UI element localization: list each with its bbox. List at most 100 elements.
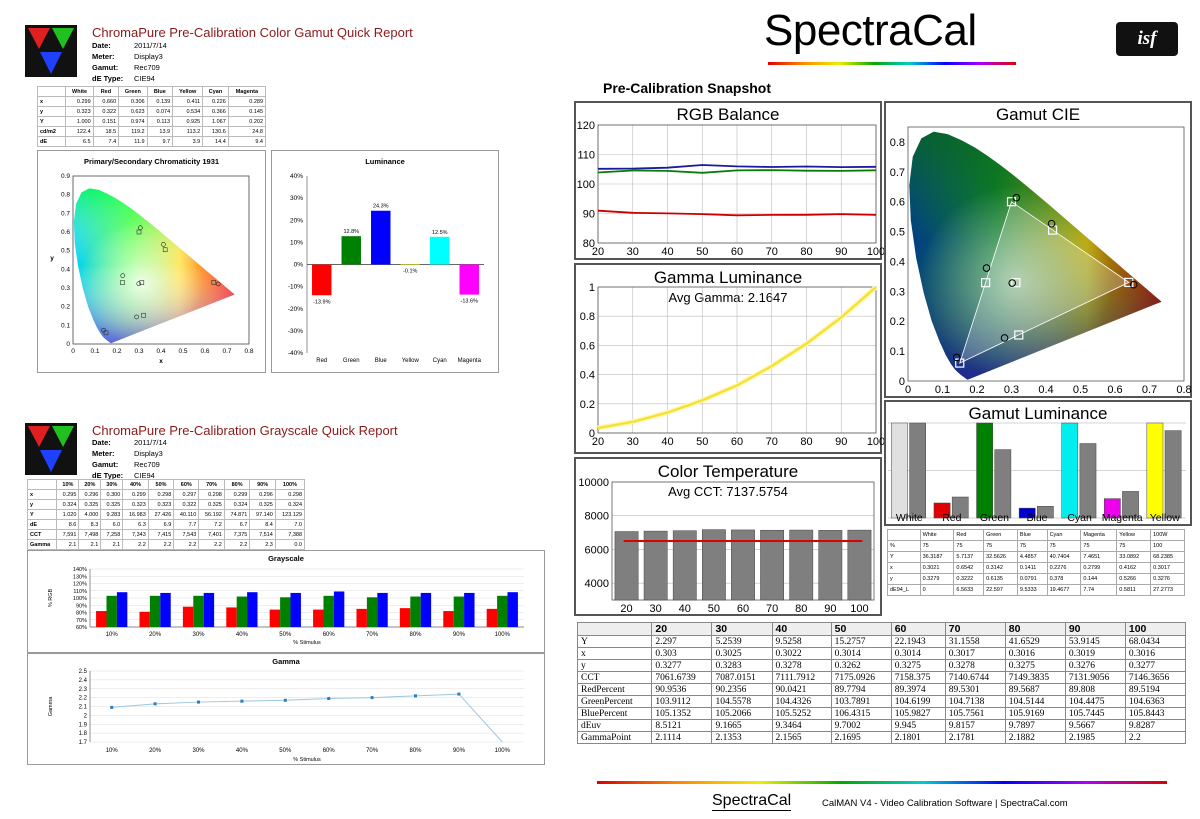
bar [139,611,150,627]
meta-key: Date: [92,41,111,50]
table-cell: 123.129 [274,509,306,520]
measured-point [1129,280,1138,289]
series-line [597,169,877,174]
header-cell: 90% [249,479,276,490]
table-cell: 0.295 [56,489,80,500]
x-tick-label: 50 [696,436,708,448]
table-row: dE 6.5 7.4 11.9 9.7 3.9 14.4 9.4 [36,136,267,147]
meta-key: Gamut: [92,63,119,72]
table-cell: 15.2757 [830,635,892,648]
footer-rule [597,781,1167,784]
x-tick-label: 70 [766,436,778,448]
header-cell: 80 [1004,622,1066,636]
table-cell: 0.3017 [944,647,1006,660]
x-tick-label: 40% [236,748,249,754]
gamma-point [240,699,244,703]
table-cell: 74.871 [223,509,251,520]
header-cell: 70 [944,622,1006,636]
gamut-cie-panel: Gamut CIE 0 0.1 0.2 0.3 0.4 0.5 0.6 0.7 0.8 0.8 0.… [884,101,1192,398]
measured-bar [1037,506,1054,519]
header-row: 10% 20% 30% 40% 50% 60% 70% 80% 90% 100% [26,479,306,490]
y-tick-label: 0.8 [61,192,70,199]
table-cell: 2.2 [122,539,149,550]
table-cell: 122.4 [65,126,94,137]
table-cell: 0.226 [202,96,229,107]
measured-point [1047,219,1056,228]
y-tick-label: 90% [76,603,87,609]
gamut-luminance-panel: Gamut Luminance White Red Green Blue Cyan Mag… [884,400,1192,526]
meta-row: Gamut: Rec709 [92,459,167,470]
table-cell: 7,343 [122,529,149,540]
table-cell: 90.2356 [711,683,773,696]
table-cell: 9.945 [890,719,946,732]
table-cell: 0.298 [274,489,306,500]
x-tick-label: 70% [366,632,379,638]
header-cell: Red [92,86,120,97]
target-point [981,278,991,288]
table-cell: 3.9 [172,136,204,147]
table-cell: 0.366 [202,106,229,117]
y-tick-label: 0% [294,262,304,269]
table-cell: 0.3017 [1150,562,1185,574]
table-cell: 104.4475 [1064,695,1126,708]
gamut-report-title: ChromaPure Pre-Calibration Color Gamut Q… [92,25,413,40]
table-cell: 2.2 [223,539,251,550]
gamma-title: Gamma [272,657,300,666]
x-tick-label: 0.4 [156,348,165,355]
x-tick-label: 50 [708,603,720,615]
header-cell: 50% [147,479,175,490]
x-tick-label: Magenta [458,358,482,364]
y-tick-label: 10% [290,239,303,246]
y-tick-label: 0.4 [890,256,905,268]
table-cell: 56.192 [198,509,225,520]
table-row: cd/m2 122.4 18.5 119.2 13.9 113.2 130.6 24.8 [36,126,267,137]
table-cell: Y [26,509,58,520]
table-cell: 7.2 [198,519,225,530]
header-cell: Blue [146,86,174,97]
x-tick-label: 0.6 [1107,384,1122,396]
bar [313,609,324,627]
table-cell: 100 [1150,540,1185,552]
table-cell: 8.5121 [651,719,713,732]
y-tick-label: 0.2 [890,316,905,328]
table-cell: 2.2 [198,539,225,550]
header-cell [36,86,67,97]
x-tick-label: 90 [835,436,847,448]
y-tick-label: 60% [76,625,87,631]
x-tick-label: 60 [737,603,749,615]
x-axis-label: % Stimulus [293,757,321,763]
header-cell: 20 [651,622,713,636]
table-cell: RedPercent [576,683,653,696]
x-tick-label: Yellow [1150,512,1180,524]
bar-blue [371,210,391,265]
bar [377,592,388,627]
target-point [1011,278,1021,288]
white-point-glow [918,185,1112,379]
measured-point [161,242,166,247]
header-cell: 50 [830,622,892,636]
cct-bar [614,531,639,601]
meta-row: Gamut: Rec709 [92,62,167,73]
y-tick-label: 0.7 [890,167,905,179]
data-label: 12.8% [343,229,359,235]
table-cell: 2.1 [100,539,124,550]
x-tick-label: 20 [592,436,604,448]
cct-bar [818,530,843,601]
y-tick-label: 1.8 [79,731,88,737]
data-label: 24.3% [373,204,389,210]
y-tick-label: 0.6 [580,340,595,352]
x-tick-label: 80% [409,632,422,638]
bar [420,592,432,627]
table-cell: 13.9 [146,126,174,137]
table-cell: 104.7138 [944,695,1006,708]
table-cell: 75 [919,540,955,552]
gamma-panel: Gamma 2.5 2.4 2.3 2.2 2.1 2 1.9 1.8 1.7 10% 20% 30%… [27,653,545,765]
x-tick-label: 40 [661,436,673,448]
footer-text: CalMAN V4 - Video Calibration Software |… [822,798,1068,809]
gamut-cie-chart: 0 0.1 0.2 0.3 0.4 0.5 0.6 0.7 0.8 0.8 0.7 0.6 0.5 0.4… [890,126,1192,396]
avg-cct: Avg CCT: 7137.5754 [668,484,788,499]
table-cell: 0.3279 [919,573,955,585]
x-tick-label: Red [316,358,327,364]
chromapure-logo-2 [25,423,77,475]
x-tick-label: 0.8 [1176,384,1191,396]
